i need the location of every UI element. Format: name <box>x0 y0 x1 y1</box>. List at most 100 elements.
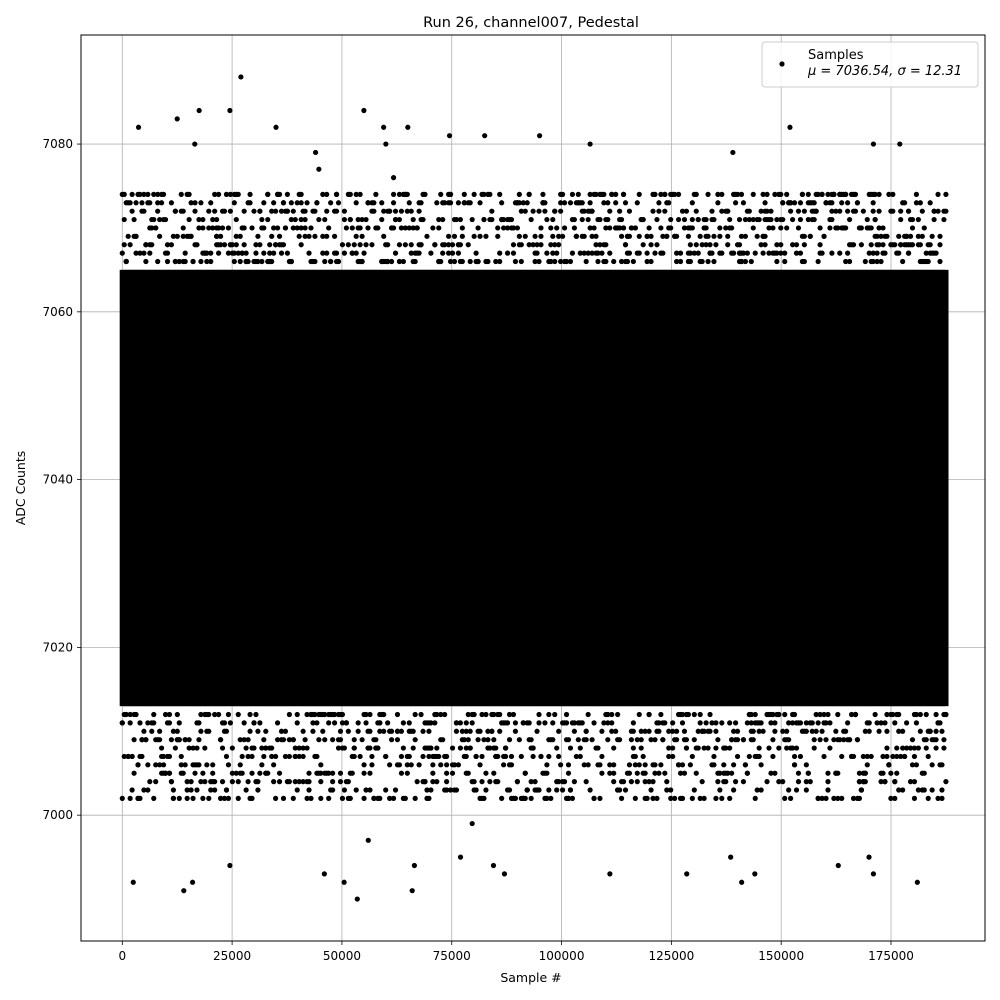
sample-point <box>583 779 589 785</box>
sample-point <box>416 250 422 256</box>
sample-point <box>715 779 721 785</box>
sample-point <box>290 795 296 801</box>
sample-point <box>143 258 149 265</box>
sample-point <box>316 216 322 223</box>
sample-point <box>740 250 747 256</box>
sample-point <box>937 720 943 726</box>
sample-point <box>717 225 723 231</box>
sample-point <box>554 250 560 256</box>
sample-point <box>788 208 794 214</box>
sample-point <box>461 191 467 197</box>
sample-point <box>137 191 143 197</box>
sample-point <box>444 753 450 760</box>
sample-point <box>274 720 281 726</box>
sample-point <box>333 250 340 256</box>
sample-point <box>212 711 218 718</box>
sample-point <box>921 225 927 231</box>
sample-point <box>123 258 129 265</box>
sample-point <box>233 242 239 248</box>
sample-point <box>866 250 872 256</box>
sample-point <box>717 770 723 776</box>
sample-point <box>157 728 163 734</box>
sample-point <box>390 200 397 206</box>
sample-point <box>846 737 853 743</box>
sample-point <box>903 745 910 751</box>
sample-point <box>444 787 450 793</box>
sample-point <box>265 216 271 223</box>
sample-point <box>556 242 562 248</box>
sample-point <box>292 779 298 785</box>
sample-point <box>143 242 149 248</box>
sample-point <box>911 745 918 751</box>
sample-point <box>512 258 519 265</box>
sample-point <box>738 191 745 197</box>
sample-point <box>605 711 611 718</box>
sample-point <box>157 233 163 239</box>
sample-point <box>125 233 131 239</box>
sample-point <box>896 787 902 793</box>
sample-point <box>845 208 851 214</box>
sample-point <box>780 728 786 734</box>
sample-point <box>636 711 642 718</box>
sample-point <box>707 728 713 734</box>
sample-point <box>402 242 408 248</box>
sample-point <box>269 233 275 239</box>
sample-point <box>168 779 175 785</box>
sample-point <box>760 250 766 256</box>
sample-point <box>284 250 291 256</box>
sample-point <box>713 728 719 734</box>
sample-point <box>613 191 619 197</box>
sample-point <box>740 779 747 785</box>
sample-point <box>668 795 674 801</box>
sample-point <box>347 795 353 801</box>
sample-point <box>304 745 310 751</box>
sample-point <box>689 795 695 801</box>
sample-point <box>300 745 306 751</box>
sample-point <box>939 795 945 801</box>
sample-point <box>664 787 670 793</box>
sample-point <box>817 737 823 743</box>
sample-point <box>526 191 532 197</box>
sample-point <box>335 258 342 265</box>
sample-point <box>312 233 318 239</box>
sample-point <box>457 720 463 726</box>
sample-point <box>465 737 471 743</box>
sample-point <box>654 795 660 801</box>
x-tick-label: 0 <box>118 949 126 963</box>
sample-point <box>487 779 493 785</box>
sample-point <box>778 225 784 231</box>
sample-point <box>322 258 328 265</box>
sample-point <box>438 191 444 197</box>
sample-point <box>939 728 945 734</box>
sample-point <box>740 737 747 743</box>
sample-point <box>587 787 593 793</box>
sample-point <box>276 191 283 197</box>
sample-point <box>874 720 880 726</box>
sample-point <box>567 258 574 265</box>
sample-point <box>577 745 583 751</box>
sample-point <box>780 779 786 785</box>
sample-point <box>685 233 692 239</box>
sample-point <box>913 762 920 768</box>
sample-point <box>560 191 566 197</box>
sample-point <box>929 762 935 768</box>
sample-point <box>398 728 405 734</box>
sample-point <box>911 795 918 801</box>
sample-point <box>373 737 379 743</box>
sample-point <box>200 225 206 231</box>
sample-point <box>530 745 536 751</box>
sample-point <box>579 216 585 223</box>
sample-point <box>306 779 312 785</box>
sample-point <box>280 242 287 248</box>
sample-point <box>145 787 151 793</box>
sample-point <box>402 795 408 801</box>
sample-point <box>298 191 304 197</box>
sample-point <box>221 208 228 214</box>
sample-point <box>768 216 774 223</box>
sample-point <box>371 200 377 206</box>
sample-point <box>900 728 906 734</box>
sample-point <box>630 728 636 734</box>
sample-point <box>493 258 499 265</box>
sample-point <box>795 225 802 231</box>
